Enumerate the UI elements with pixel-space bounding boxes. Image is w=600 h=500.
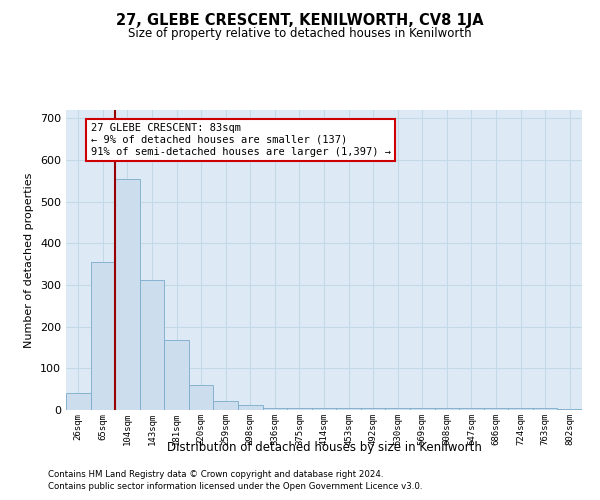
Text: Distribution of detached houses by size in Kenilworth: Distribution of detached houses by size … xyxy=(167,441,481,454)
Bar xyxy=(189,385,214,410)
Bar xyxy=(459,408,484,410)
Bar xyxy=(214,401,238,410)
Y-axis label: Number of detached properties: Number of detached properties xyxy=(25,172,34,348)
Bar xyxy=(164,340,189,410)
Bar xyxy=(410,408,434,410)
Bar xyxy=(508,408,533,410)
Bar xyxy=(484,408,508,410)
Bar xyxy=(287,408,312,410)
Text: 27 GLEBE CRESCENT: 83sqm
← 9% of detached houses are smaller (137)
91% of semi-d: 27 GLEBE CRESCENT: 83sqm ← 9% of detache… xyxy=(91,124,391,156)
Bar xyxy=(312,408,336,410)
Bar xyxy=(557,409,582,410)
Text: Size of property relative to detached houses in Kenilworth: Size of property relative to detached ho… xyxy=(128,28,472,40)
Bar xyxy=(385,408,410,410)
Bar xyxy=(238,405,263,410)
Bar xyxy=(66,392,91,410)
Bar xyxy=(263,408,287,410)
Bar xyxy=(533,408,557,410)
Bar xyxy=(140,280,164,410)
Text: 27, GLEBE CRESCENT, KENILWORTH, CV8 1JA: 27, GLEBE CRESCENT, KENILWORTH, CV8 1JA xyxy=(116,12,484,28)
Text: Contains public sector information licensed under the Open Government Licence v3: Contains public sector information licen… xyxy=(48,482,422,491)
Bar xyxy=(91,262,115,410)
Bar xyxy=(434,408,459,410)
Text: Contains HM Land Registry data © Crown copyright and database right 2024.: Contains HM Land Registry data © Crown c… xyxy=(48,470,383,479)
Bar xyxy=(336,408,361,410)
Bar xyxy=(115,179,140,410)
Bar xyxy=(361,408,385,410)
